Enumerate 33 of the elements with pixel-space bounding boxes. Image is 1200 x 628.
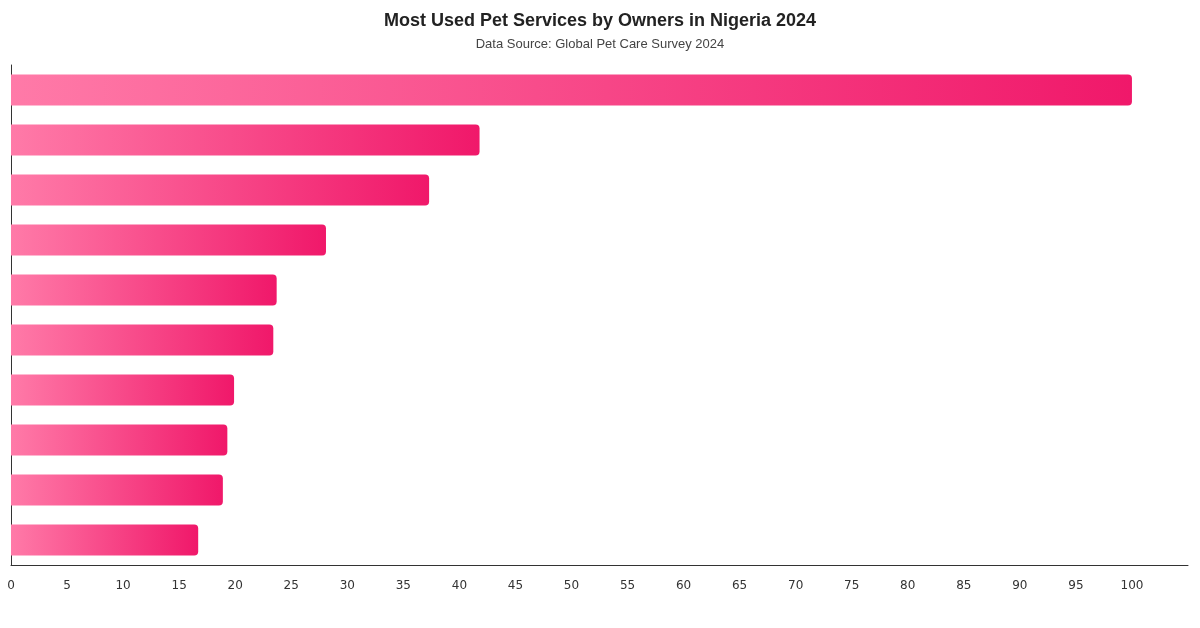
- x-tick-label: 60: [675, 578, 692, 592]
- x-tick-label: 20: [227, 578, 243, 592]
- x-tick-label: 10: [115, 578, 131, 592]
- bar: [11, 524, 199, 556]
- x-tick-label: 0: [7, 578, 15, 592]
- x-tick-label: 85: [956, 578, 972, 592]
- x-tick-label: 5: [63, 578, 71, 592]
- x-tick-label: 80: [900, 578, 916, 592]
- x-tick-label: 100: [1120, 578, 1144, 592]
- x-tick-label: 45: [507, 578, 524, 592]
- x-tick-label: 65: [731, 578, 748, 592]
- x-tick-label: 50: [563, 578, 580, 592]
- bar: [11, 324, 274, 356]
- x-tick-label: 75: [844, 578, 860, 592]
- bar: [11, 74, 1132, 106]
- bar: [11, 224, 326, 256]
- bar: [11, 374, 235, 406]
- x-tick-label: 40: [451, 578, 468, 592]
- bar: [11, 424, 228, 456]
- bar: [11, 124, 480, 156]
- x-tick-label: 55: [619, 578, 636, 592]
- x-tick-label: 90: [1012, 578, 1028, 592]
- x-tick-label: 25: [283, 578, 299, 592]
- x-tick-label: 95: [1068, 578, 1084, 592]
- x-tick-label: 30: [339, 578, 355, 592]
- bar: [11, 174, 430, 206]
- bar: [11, 474, 223, 506]
- bar: [11, 274, 277, 306]
- x-tick-label: 15: [171, 578, 187, 592]
- chart-subtitle: Data Source: Global Pet Care Survey 2024: [475, 36, 725, 51]
- x-tick-label: 35: [395, 578, 411, 592]
- x-tick-label: 70: [788, 578, 804, 592]
- chart-title: Most Used Pet Services by Owners in Nigeria 2024: [383, 10, 817, 30]
